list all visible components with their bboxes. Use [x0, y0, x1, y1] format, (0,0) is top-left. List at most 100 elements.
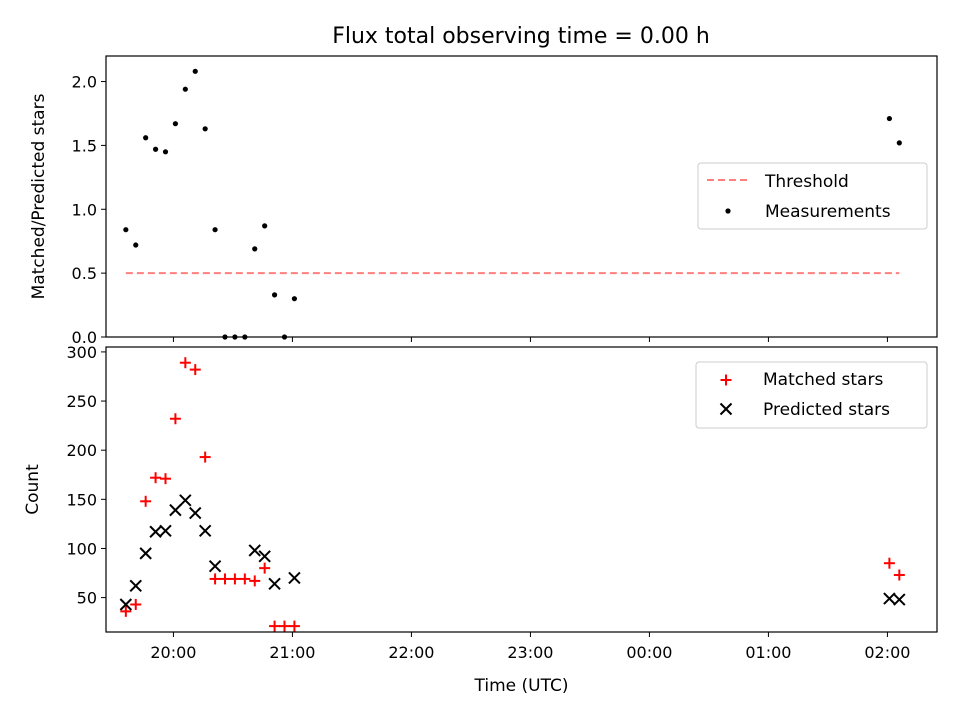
legend-matched-label: Matched stars [763, 370, 883, 390]
predicted-star-point-b [129, 579, 142, 593]
top-y-tick-label: 1.5 [72, 136, 97, 155]
matched-star-point [893, 569, 905, 581]
predicted-star-point [893, 593, 906, 606]
x-tick-label: 21:00 [269, 643, 315, 662]
predicted-star-point [139, 547, 152, 560]
measurement-point [172, 121, 179, 127]
matched-star-point [269, 620, 281, 632]
bottom-y-axis-label: Count [23, 464, 43, 515]
matched-star-point [189, 364, 201, 376]
predicted-star-point [268, 577, 281, 591]
legend-predicted-label: Predicted stars [763, 400, 890, 420]
matched-star-point [150, 472, 162, 484]
top-legend-box [697, 162, 928, 230]
predicted-star-point-b [198, 524, 212, 537]
predicted-star-point [119, 598, 133, 611]
bottom-y-tick-label: 100 [66, 539, 97, 558]
matched-star-point [130, 598, 142, 610]
measurement-point [162, 149, 169, 155]
bottom-y-tick-label: 50 [77, 589, 97, 608]
matched-star-point [219, 573, 231, 585]
x-tick-label: 23:00 [507, 643, 553, 662]
legend-matched-swatch [720, 374, 732, 386]
bottom-y-tick-label: 250 [66, 392, 97, 411]
predicted-star-point-b [893, 593, 906, 606]
top-y-tick-label: 0.5 [72, 264, 97, 283]
predicted-star-point-b [208, 559, 222, 573]
predicted-star-point [208, 559, 222, 573]
measurement-point [252, 246, 258, 252]
matched-star-point [159, 473, 171, 485]
top-plot-frame [105, 55, 938, 338]
x-axis-label: Time (UTC) [474, 676, 569, 696]
top-marks [123, 68, 902, 340]
bottom-y-tick-label: 200 [66, 441, 97, 460]
x-tick-label: 00:00 [626, 643, 672, 662]
predicted-star-point-b [268, 577, 281, 591]
legend-measurements-label: Measurements [765, 202, 891, 222]
top-y-tick-label: 0.0 [72, 328, 97, 347]
predicted-star-point [198, 524, 212, 537]
bottom-plot-frame [105, 346, 938, 633]
measurement-point [152, 146, 159, 152]
top-x-ticks [172, 337, 888, 342]
predicted-star-point-b [159, 524, 172, 537]
x-tick-label: 20:00 [150, 643, 196, 662]
measurement-point [886, 115, 893, 122]
measurement-point [202, 126, 208, 132]
measurement-point [271, 292, 278, 298]
legend-predicted-swatch-b [719, 402, 733, 416]
predicted-star-point [149, 525, 162, 538]
matched-star-point [169, 413, 181, 425]
measurement-point [123, 227, 129, 233]
matched-star-point [179, 357, 191, 369]
matched-star-point [249, 575, 261, 587]
bottom-y-tick-label: 150 [66, 490, 97, 509]
measurement-point [143, 135, 149, 141]
measurement-point [192, 68, 198, 74]
matched-star-point [140, 495, 152, 507]
measurement-point [291, 296, 298, 302]
top-y-ticks: 0.0 0.5 1.0 1.5 2.0 [72, 73, 106, 347]
predicted-star-point-b [139, 547, 152, 560]
bottom-x-ticks: 20:00 21:00 22:00 23:00 00:00 01:00 02:00 [150, 632, 910, 662]
predicted-star-point [189, 506, 202, 520]
legend-measurements-swatch [725, 208, 731, 214]
predicted-star-point-b [149, 525, 162, 538]
predicted-star-point [883, 592, 896, 605]
predicted-star-point [248, 544, 261, 557]
predicted-star-point [179, 494, 192, 507]
matched-star-point [883, 557, 895, 569]
predicted-star-point-b [179, 494, 192, 507]
measurement-point [133, 242, 139, 248]
matched-star-point [278, 620, 290, 632]
matched-star-point [259, 562, 271, 574]
predicted-star-point [288, 571, 301, 585]
chart-title: Flux total observing time = 0.00 h [332, 24, 710, 49]
bottom-y-tick-label: 300 [66, 343, 97, 362]
predicted-star-point [258, 550, 271, 563]
bottom-legend: Matched stars Predicted stars [695, 361, 928, 429]
matched-star-point [120, 605, 132, 617]
legend-threshold-label: Threshold [764, 172, 849, 192]
top-panel: 0.00.51.01.52.0 Matched/Predicted stars … [29, 55, 938, 347]
predicted-star-point [159, 524, 172, 537]
predicted-star-point [129, 579, 142, 593]
top-legend: Threshold Measurements [697, 162, 928, 230]
predicted-star-point-b [189, 506, 202, 520]
bottom-legend-box [695, 361, 928, 429]
x-tick-label: 01:00 [745, 643, 791, 662]
top-y-tick-label: 1.0 [72, 200, 97, 219]
matched-star-point [199, 451, 211, 463]
predicted-star-point [169, 503, 182, 517]
matched-star-point [239, 573, 251, 585]
legend-predicted-swatch [719, 402, 733, 416]
measurement-point [896, 140, 902, 146]
predicted-star-point-b [258, 550, 271, 563]
matched-star-point [229, 573, 241, 585]
bottom-y-ticks: 50 100 150 200 250 300 [66, 343, 106, 608]
measurement-point [262, 223, 268, 229]
predicted-star-point-b [288, 571, 301, 585]
matched-star-point [288, 620, 300, 632]
